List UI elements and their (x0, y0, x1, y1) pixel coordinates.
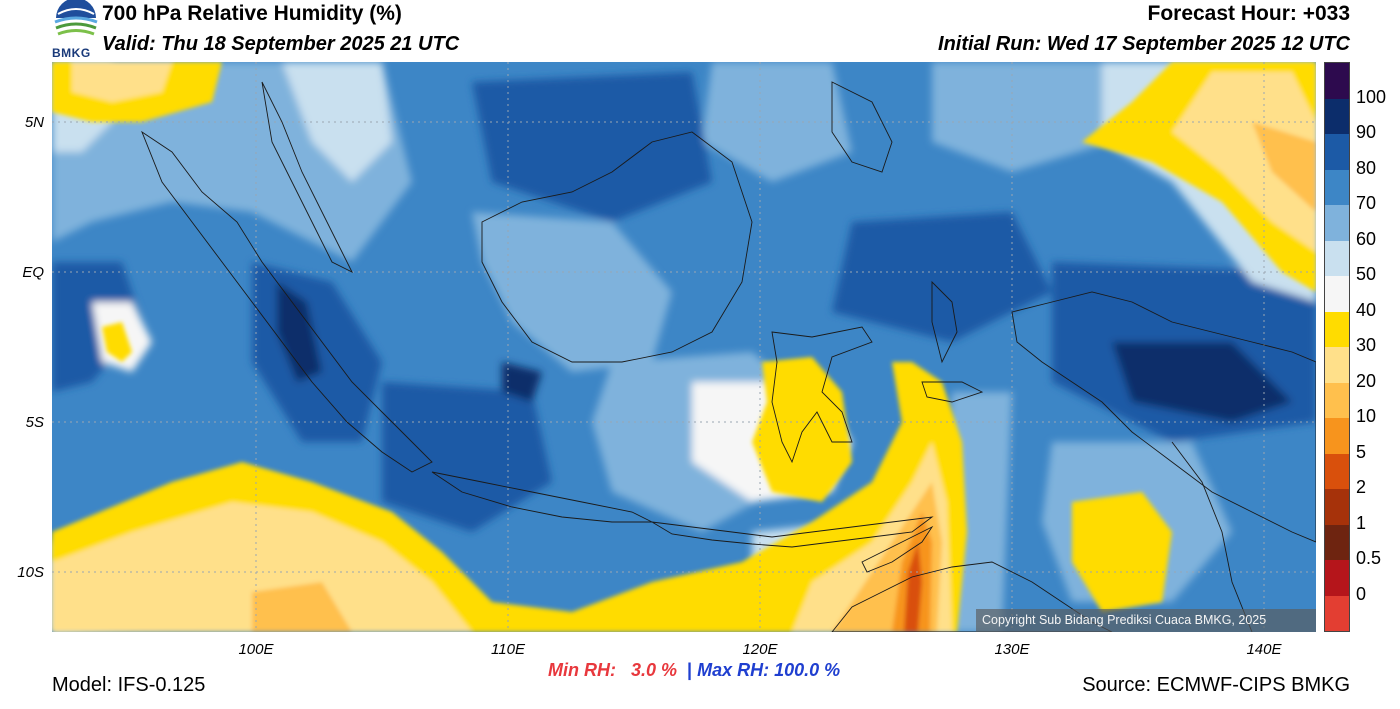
colorbar-swatch (1325, 63, 1349, 99)
colorbar-swatch (1325, 560, 1349, 596)
colorbar-label: 1 (1356, 512, 1367, 533)
colorbar-label: 60 (1356, 228, 1377, 249)
colorbar-label: 0 (1356, 583, 1367, 604)
colorbar-swatch (1325, 169, 1349, 205)
colorbar-swatch (1325, 240, 1349, 276)
humidity-map[interactable] (52, 62, 1316, 632)
map-title: 700 hPa Relative Humidity (%) (102, 2, 402, 25)
colorbar-swatch (1325, 276, 1349, 312)
colorbar (1324, 62, 1350, 632)
bmkg-logo (52, 0, 100, 62)
colorbar-swatch (1325, 311, 1349, 347)
copyright-notice: Copyright Sub Bidang Prediksi Cuaca BMKG… (976, 609, 1316, 632)
logo-text: BMKG (52, 46, 91, 60)
xtick-120e: 120E (742, 641, 778, 658)
colorbar-label: 10 (1356, 406, 1377, 426)
rh-stats: Min RH: 3.0 % | Max RH: 100.0 % (548, 660, 840, 681)
model-label: Model: IFS-0.125 (52, 674, 206, 696)
gridlines (52, 62, 1316, 632)
colorbar-label: 70 (1356, 193, 1377, 213)
ytick-5n: 5N (24, 114, 44, 131)
ytick-eq: EQ (22, 264, 44, 281)
colorbar-swatch (1325, 382, 1349, 418)
colorbar-swatch (1325, 98, 1349, 134)
colorbar-swatch (1325, 205, 1349, 241)
valid-time: Valid: Thu 18 September 2025 21 UTC (102, 33, 460, 55)
colorbar-swatch (1325, 489, 1349, 525)
ytick-10s: 10S (17, 564, 44, 581)
colorbar-label: 0.5 (1356, 548, 1382, 568)
min-rh-label: Min RH: (548, 660, 616, 680)
min-rh-value: 3.0 % (631, 660, 678, 680)
colorbar-label: 2 (1356, 477, 1367, 497)
source-label: Source: ECMWF-CIPS BMKG (1082, 674, 1350, 696)
colorbar-swatch (1325, 595, 1349, 631)
colorbar-label: 100 (1356, 86, 1387, 107)
colorbar-label: 80 (1356, 157, 1377, 178)
xtick-110e: 110E (491, 641, 525, 658)
colorbar-swatch (1325, 418, 1349, 454)
colorbar-label: 50 (1356, 264, 1377, 284)
colorbar-swatch (1325, 347, 1349, 383)
colorbar-swatch (1325, 453, 1349, 489)
max-rh-value: 100.0 % (774, 660, 841, 680)
forecast-hour: Forecast Hour: +033 (1147, 2, 1351, 25)
stats-separator: | (687, 660, 693, 680)
xtick-130e: 130E (994, 641, 1030, 658)
xtick-100e: 100E (238, 641, 274, 658)
colorbar-label: 5 (1356, 441, 1367, 462)
humidity-map-svg (52, 62, 1316, 632)
ytick-5s: 5S (25, 414, 44, 431)
colorbar-label: 40 (1356, 299, 1377, 320)
colorbar-swatch (1325, 524, 1349, 560)
colorbar-label: 90 (1356, 122, 1377, 142)
colorbar-label: 20 (1356, 370, 1377, 391)
xtick-140e: 140E (1246, 641, 1282, 658)
colorbar-swatch (1325, 134, 1349, 170)
max-rh-label: Max RH: (697, 660, 770, 680)
initial-run: Initial Run: Wed 17 September 2025 12 UT… (938, 33, 1350, 55)
colorbar-label: 30 (1356, 335, 1377, 355)
